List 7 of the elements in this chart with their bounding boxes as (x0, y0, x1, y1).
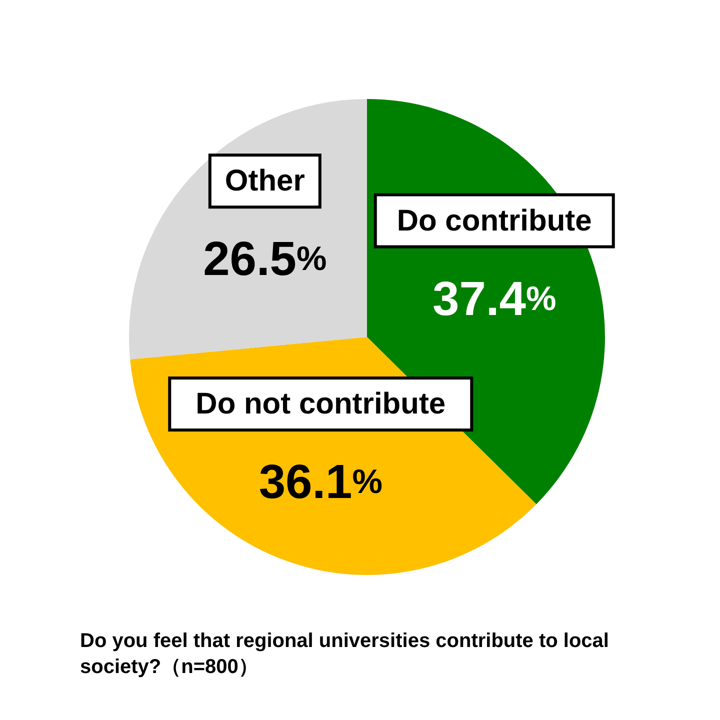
slice-label: Do contribute (396, 204, 592, 238)
slice-label: Other (224, 164, 306, 198)
data-label: 26.5% (203, 232, 327, 286)
slice-label: Do not contribute (196, 388, 446, 421)
data-label: 37.4% (432, 272, 556, 326)
text: Do you feel that regional universities contribute to local society?（n=800） (80, 629, 610, 680)
data-label: 36.1% (258, 456, 382, 509)
